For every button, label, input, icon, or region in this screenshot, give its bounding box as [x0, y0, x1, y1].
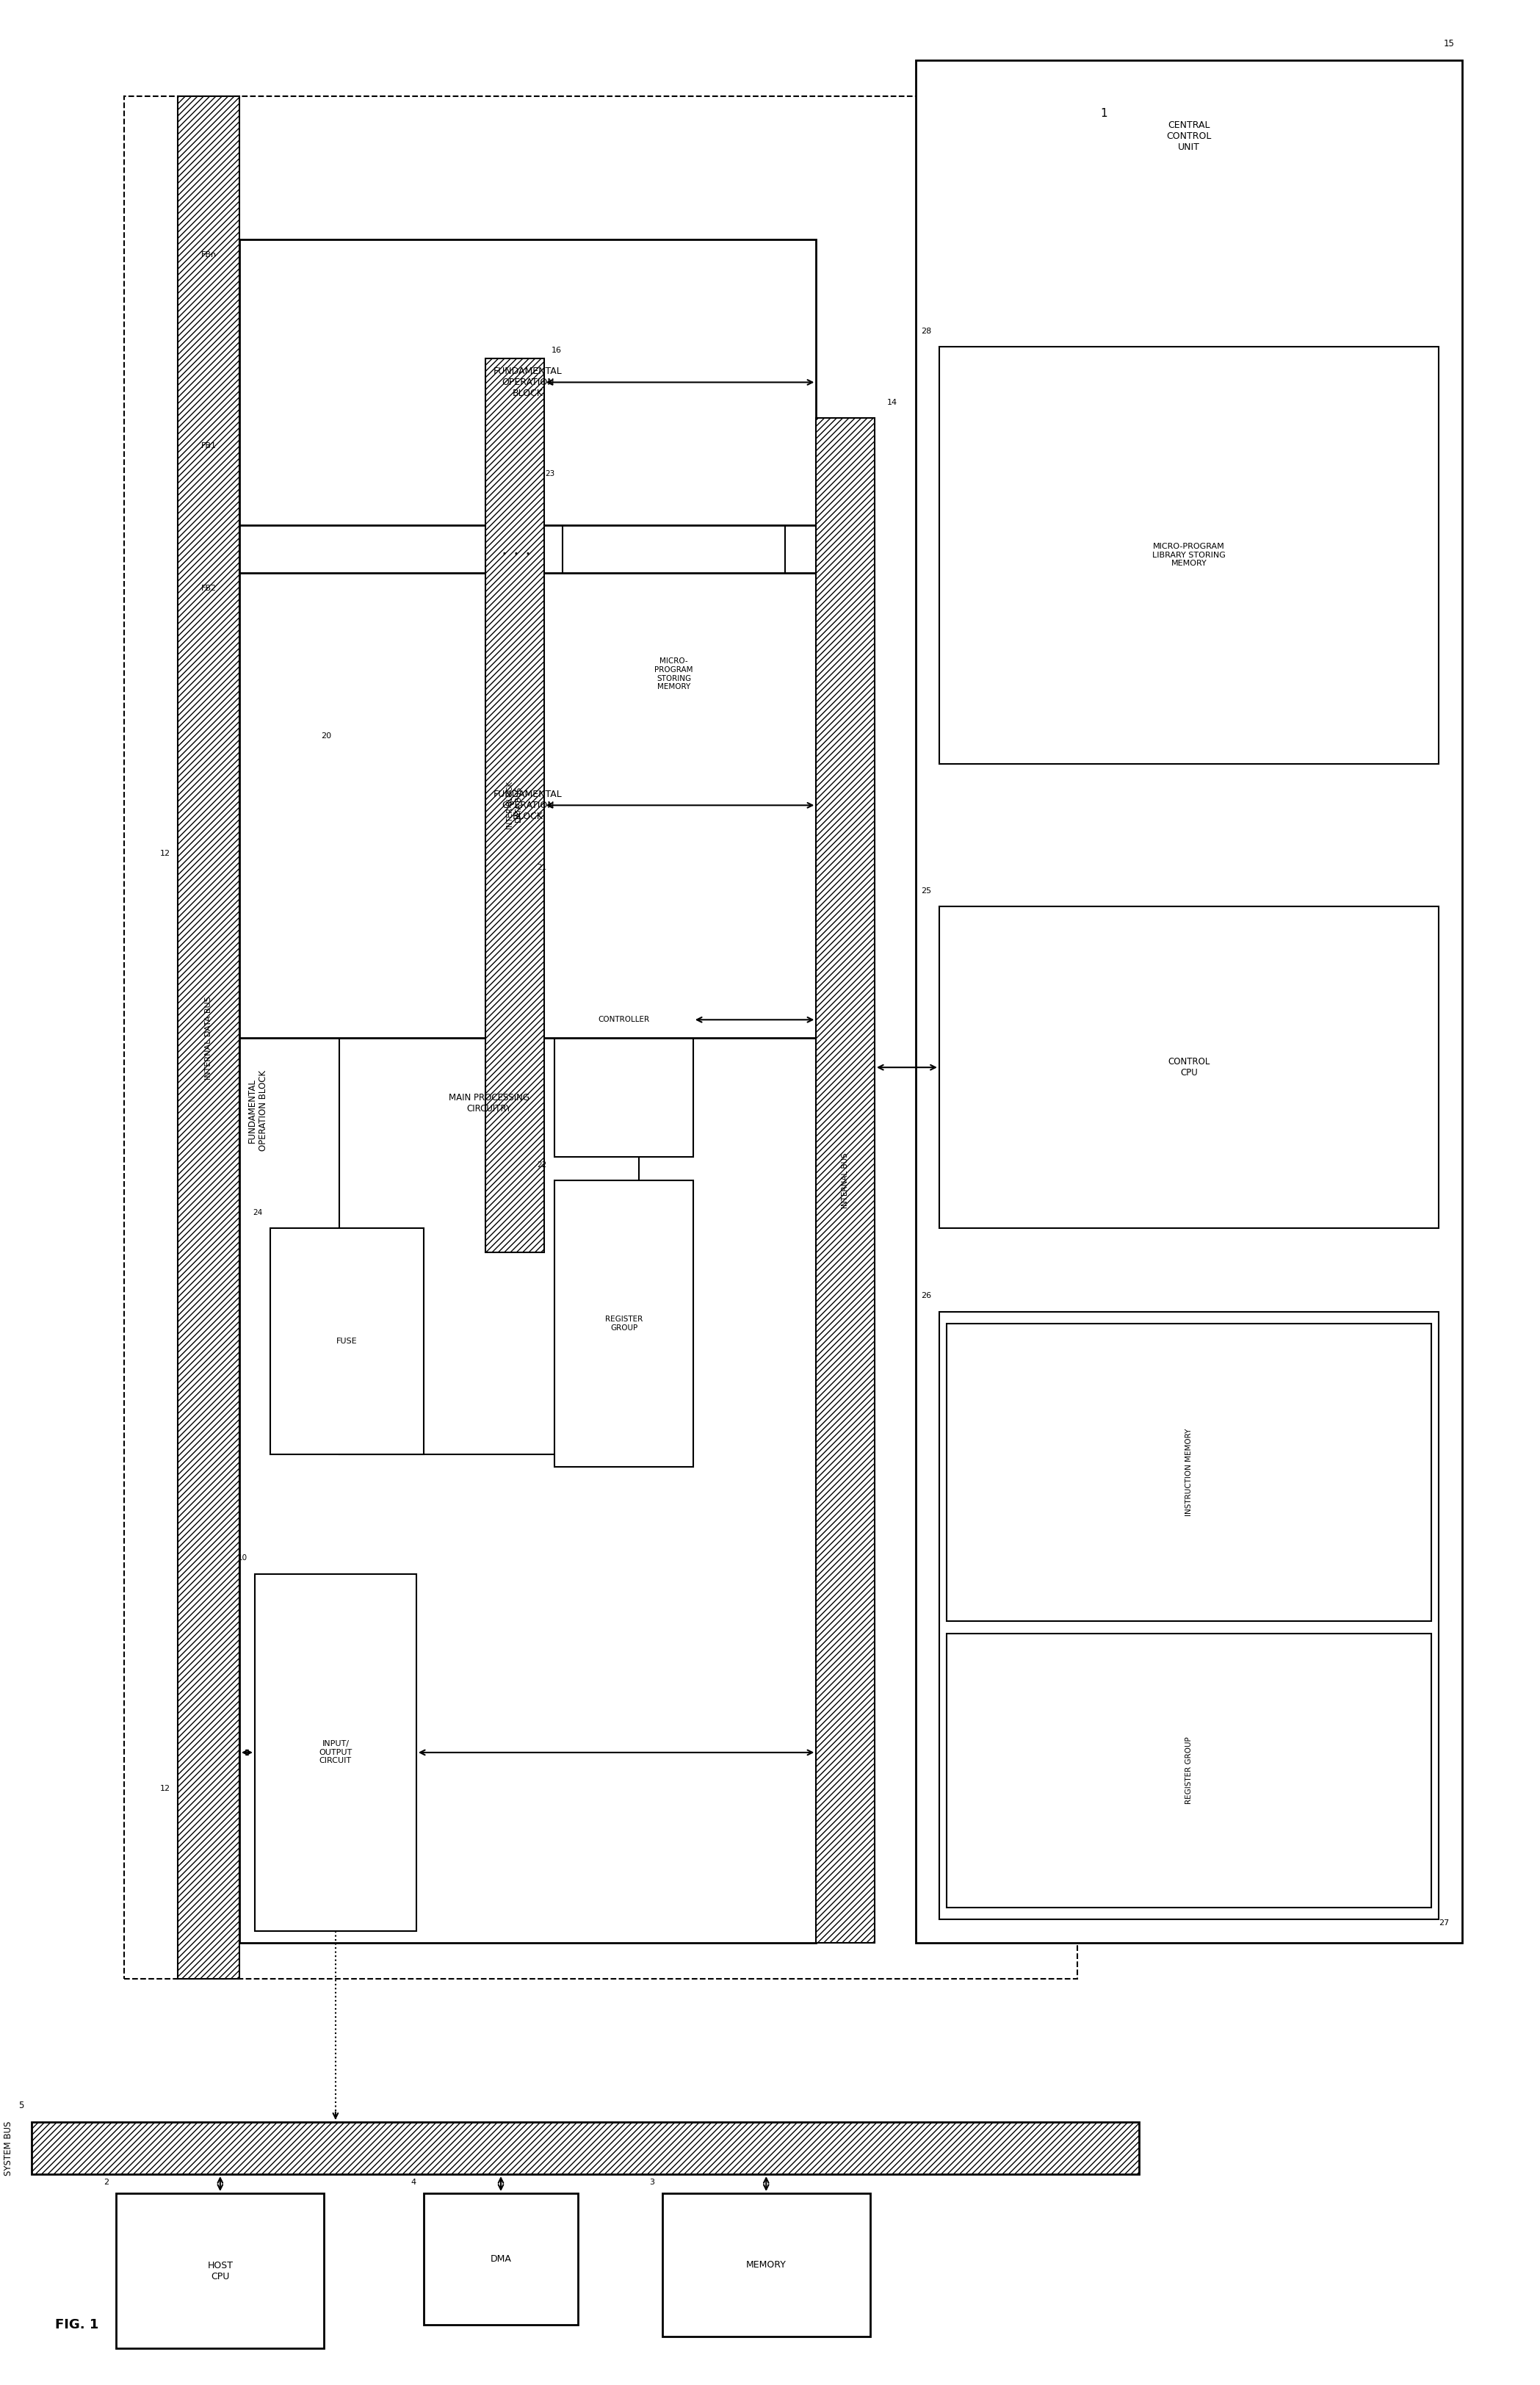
Bar — [239, 429, 816, 1944]
Bar — [554, 1181, 693, 1467]
Text: FBn: FBn — [200, 250, 217, 258]
Text: HOST
CPU: HOST CPU — [208, 2261, 233, 2280]
Text: MICRO-
PROGRAM
STORING
MEMORY: MICRO- PROGRAM STORING MEMORY — [655, 658, 693, 692]
Text: 22: 22 — [537, 1161, 547, 1169]
Bar — [554, 882, 693, 1157]
Text: 16: 16 — [551, 346, 562, 353]
Text: INTER BLOCK
DATA BUS: INTER BLOCK DATA BUS — [507, 782, 522, 830]
Bar — [939, 346, 1438, 763]
Text: CONTROL
CPU: CONTROL CPU — [1167, 1057, 1210, 1078]
Bar — [816, 417, 875, 1944]
Text: FB2: FB2 — [200, 584, 217, 591]
Bar — [947, 1634, 1431, 1908]
Text: REGISTER
GROUP: REGISTER GROUP — [605, 1317, 642, 1331]
Text: 20: 20 — [322, 732, 331, 739]
Bar — [339, 751, 639, 1455]
Text: 2: 2 — [103, 2180, 109, 2187]
Text: MEMORY: MEMORY — [745, 2261, 787, 2271]
Text: MAIN PROCESSING
CIRCUITRY: MAIN PROCESSING CIRCUITRY — [450, 1092, 530, 1114]
Text: FUSE: FUSE — [337, 1338, 357, 1345]
Bar — [270, 1228, 424, 1455]
Bar — [485, 358, 544, 1252]
Text: DMA: DMA — [490, 2254, 511, 2263]
Bar — [939, 1312, 1438, 1920]
Text: 12: 12 — [160, 849, 171, 856]
Text: . . .: . . . — [502, 541, 531, 558]
Text: 14: 14 — [887, 398, 898, 405]
Text: MICRO-PROGRAM
LIBRARY STORING
MEMORY: MICRO-PROGRAM LIBRARY STORING MEMORY — [1152, 544, 1226, 568]
Text: FB1: FB1 — [200, 441, 216, 448]
Bar — [125, 95, 1078, 1980]
Bar — [662, 2194, 870, 2337]
Text: 28: 28 — [921, 327, 932, 334]
Text: 12: 12 — [160, 1784, 171, 1791]
Text: REGISTER GROUP: REGISTER GROUP — [1186, 1736, 1194, 1803]
Text: 23: 23 — [545, 470, 554, 477]
Text: 5: 5 — [18, 2101, 25, 2111]
Text: 27: 27 — [1438, 1920, 1449, 1927]
Bar — [424, 2194, 578, 2325]
Text: 21: 21 — [537, 863, 547, 871]
Text: FUNDAMENTAL
OPERATION BLOCK: FUNDAMENTAL OPERATION BLOCK — [248, 1071, 268, 1152]
Text: INSTRUCTION MEMORY: INSTRUCTION MEMORY — [1186, 1429, 1194, 1517]
Text: 4: 4 — [411, 2180, 416, 2187]
Bar — [239, 572, 816, 1037]
Bar — [562, 489, 785, 859]
Text: 26: 26 — [921, 1293, 932, 1300]
Text: 24: 24 — [253, 1209, 262, 1216]
Text: FUNDAMENTAL
OPERATION
BLOCK: FUNDAMENTAL OPERATION BLOCK — [493, 789, 562, 820]
Bar — [179, 95, 239, 1980]
Text: FIG. 1: FIG. 1 — [55, 2318, 99, 2330]
Bar — [947, 1324, 1431, 1622]
Text: 1: 1 — [1101, 107, 1107, 119]
Text: FUNDAMENTAL
OPERATION
BLOCK: FUNDAMENTAL OPERATION BLOCK — [493, 367, 562, 398]
Text: SYSTEM BUS: SYSTEM BUS — [3, 2120, 14, 2175]
Bar — [254, 1574, 416, 1932]
Text: 3: 3 — [650, 2180, 655, 2187]
Bar — [32, 2123, 1140, 2175]
Text: CENTRAL
CONTROL
UNIT: CENTRAL CONTROL UNIT — [1167, 119, 1212, 153]
Text: INTERNAL DATA BUS: INTERNAL DATA BUS — [205, 997, 213, 1080]
Bar — [239, 239, 816, 525]
Text: 10: 10 — [237, 1555, 246, 1562]
Text: 15: 15 — [1443, 38, 1454, 48]
Bar — [916, 60, 1461, 1944]
Text: INTERNAL BUS: INTERNAL BUS — [842, 1152, 849, 1209]
Text: CONTROLLER: CONTROLLER — [598, 1016, 650, 1023]
Bar — [939, 906, 1438, 1228]
Bar — [117, 2194, 323, 2349]
Text: INPUT/
OUTPUT
CIRCUIT: INPUT/ OUTPUT CIRCUIT — [319, 1741, 353, 1765]
Text: 25: 25 — [921, 887, 932, 894]
